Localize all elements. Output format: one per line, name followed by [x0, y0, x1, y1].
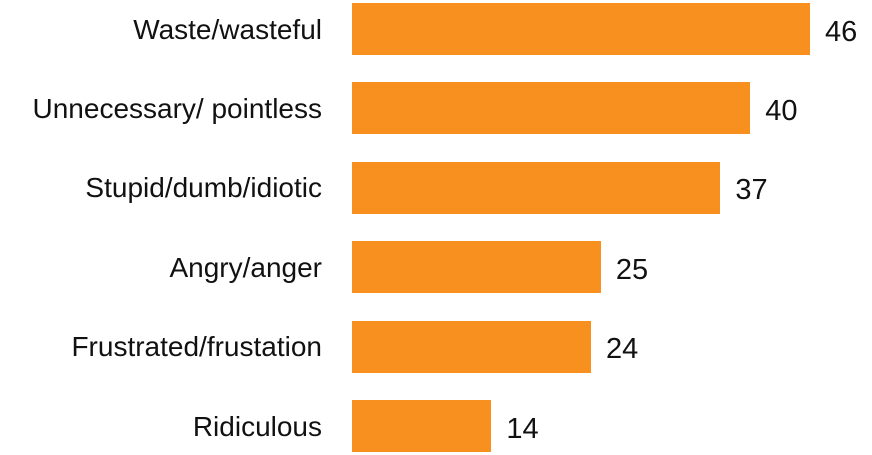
category-label: Ridiculous: [192, 410, 322, 442]
category-label: Waste/wasteful: [133, 13, 322, 45]
value-label: 24: [605, 333, 639, 366]
value-label: 40: [765, 94, 798, 127]
category-label: Angry/anger: [169, 251, 322, 283]
category-label: Unnecessary/ pointless: [32, 92, 322, 124]
bar: [352, 82, 751, 135]
category-label: Stupid/dumb/idiotic: [85, 172, 322, 204]
value-label: 14: [506, 412, 539, 445]
value-label: 25: [615, 253, 649, 286]
bar: [352, 161, 721, 214]
value-label: 46: [825, 15, 858, 48]
bar: [352, 400, 492, 452]
category-label: Frustrated/frustation: [71, 331, 322, 363]
value-label: 37: [735, 174, 768, 207]
bar: [352, 241, 601, 294]
bar: [352, 3, 810, 55]
bar: [352, 320, 591, 373]
